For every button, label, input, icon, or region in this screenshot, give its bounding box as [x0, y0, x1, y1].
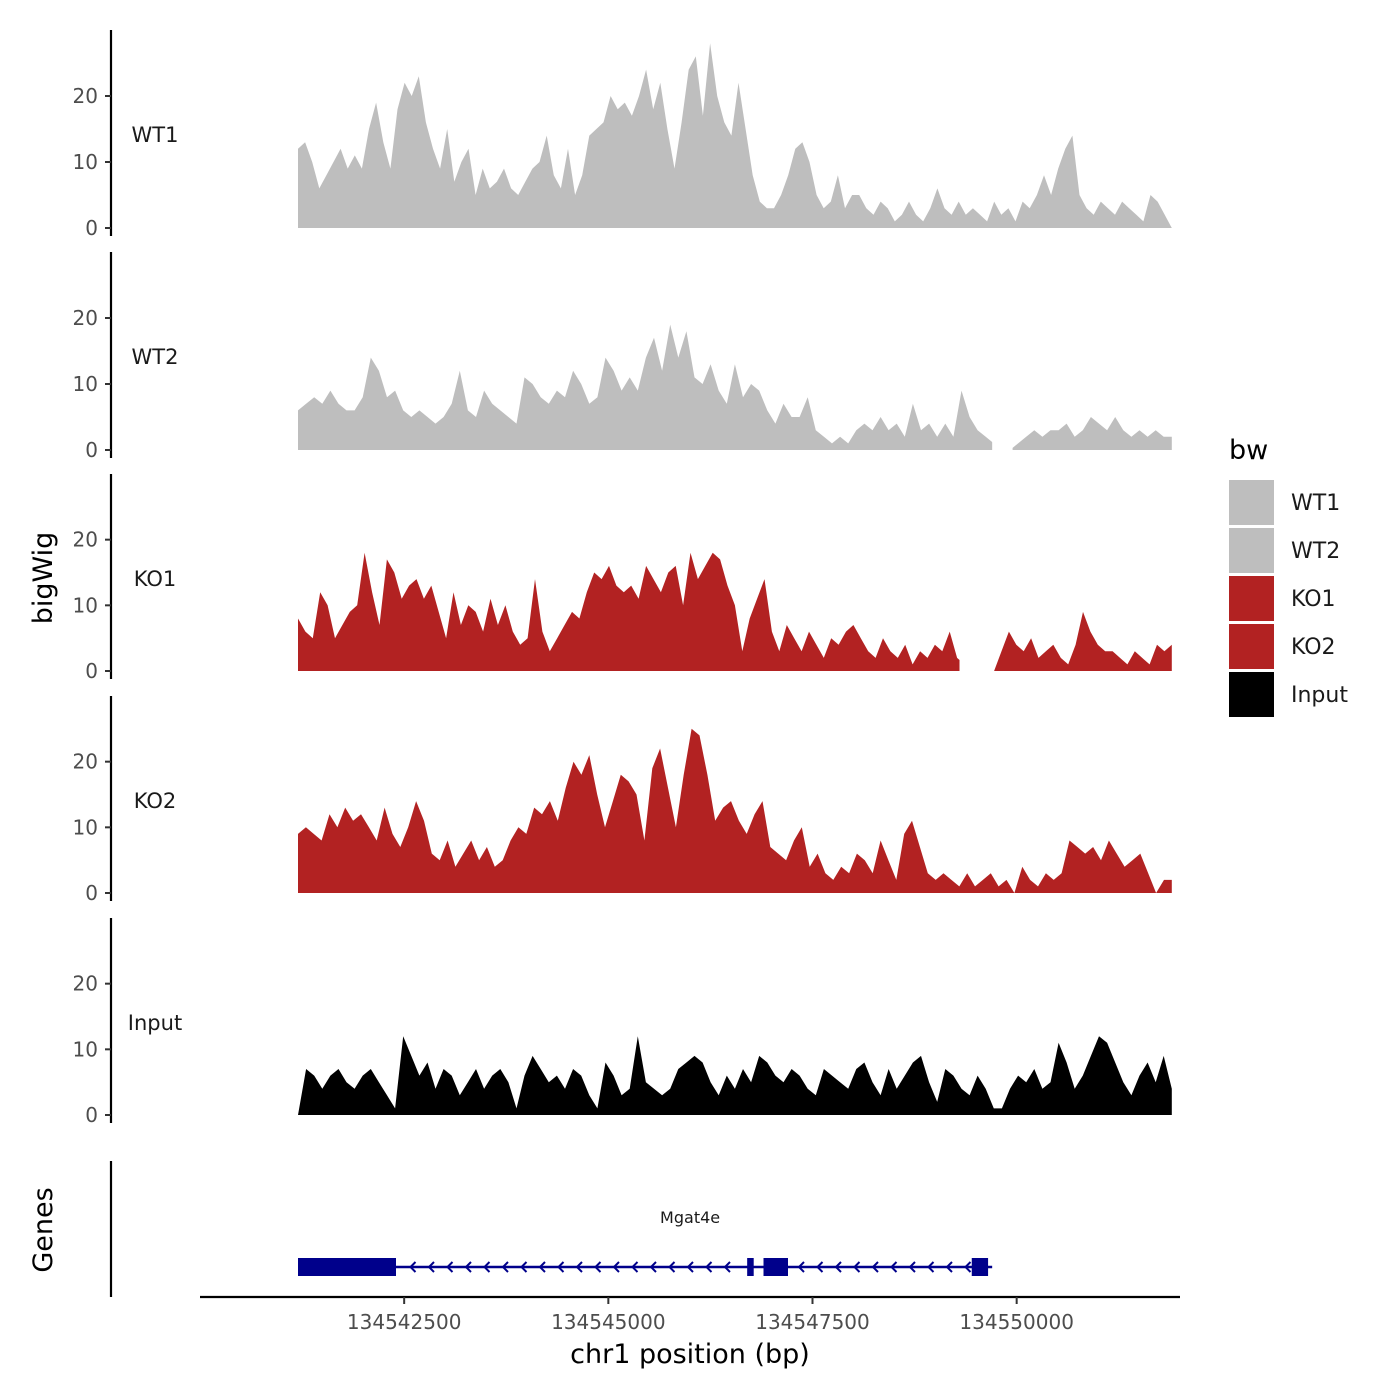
strand-arrow [520, 1261, 528, 1273]
legend-title: bw [1229, 435, 1268, 466]
track-wt1: 0 10 20 WT1 [73, 30, 1172, 240]
gene-exon [763, 1258, 788, 1276]
genes-axis-title: Genes [28, 1187, 59, 1272]
track-label-wt2: WT2 [132, 345, 179, 369]
strand-arrow [964, 1261, 972, 1273]
strand-arrow [464, 1261, 472, 1273]
legend-label: WT1 [1291, 491, 1340, 516]
legend-item-input: Input [1229, 672, 1348, 717]
y-tick-label: 0 [85, 881, 98, 905]
legend-swatch [1229, 528, 1274, 573]
strand-arrow [649, 1261, 657, 1273]
y-tick-label: 20 [73, 972, 98, 996]
strand-arrow [816, 1261, 824, 1273]
legend-item-wt1: WT1 [1229, 480, 1340, 525]
legend-label: WT2 [1291, 539, 1340, 564]
y-tick-label: 10 [73, 372, 98, 396]
y-tick-label: 20 [73, 528, 98, 552]
strand-arrow [723, 1261, 731, 1273]
track-ko2: 0 10 20 KO2 [73, 696, 1172, 905]
y-tick-label: 20 [73, 306, 98, 330]
track-wt2: 0 10 20 WT2 [73, 252, 1172, 462]
genes-track: Mgat4e [109, 1161, 993, 1297]
strand-arrow [705, 1261, 713, 1273]
strand-arrow [427, 1261, 435, 1273]
legend-swatch [1229, 624, 1274, 669]
legend-label: KO1 [1291, 587, 1336, 612]
y-tick-label: 0 [85, 1103, 98, 1127]
legend: WT1 WT2 KO1 KO2 Input [1229, 480, 1348, 717]
strand-arrow [871, 1261, 879, 1273]
gene-exon [298, 1258, 396, 1276]
x-tick-label: 134545000 [551, 1310, 666, 1334]
strand-arrow [668, 1261, 676, 1273]
gene-exon [747, 1258, 754, 1276]
strand-arrow [409, 1261, 417, 1273]
legend-item-ko2: KO2 [1229, 624, 1336, 669]
y-axis-title: bigWig [28, 532, 59, 625]
x-tick-label: 134542500 [347, 1310, 462, 1334]
y-tick-label: 10 [73, 1037, 98, 1061]
x-axis: 134542500 134545000 134547500 134550000 [200, 1295, 1180, 1334]
strand-arrow [594, 1261, 602, 1273]
strand-arrow [575, 1261, 583, 1273]
strand-arrow [483, 1261, 491, 1273]
gene-mgat4e: Mgat4e [298, 1208, 993, 1276]
track-label-ko1: KO1 [134, 567, 177, 591]
legend-label: Input [1291, 683, 1348, 708]
coverage-area-ko2 [298, 728, 1172, 893]
y-tick-label: 20 [73, 84, 98, 108]
strand-arrow [538, 1261, 546, 1273]
strand-arrow [686, 1261, 694, 1273]
coverage-area-wt2 [298, 324, 1172, 450]
legend-swatch [1229, 480, 1274, 525]
y-tick-label: 20 [73, 750, 98, 774]
x-tick-label: 134550000 [959, 1310, 1074, 1334]
gene-name-label: Mgat4e [660, 1208, 720, 1227]
strand-arrow [853, 1261, 861, 1273]
strand-arrow [501, 1261, 509, 1273]
strand-arrow [612, 1261, 620, 1273]
strand-arrow [557, 1261, 565, 1273]
y-tick-label: 0 [85, 216, 98, 240]
track-label-wt1: WT1 [132, 123, 179, 147]
coverage-area-wt1 [298, 43, 1172, 229]
track-ko1: 0 10 20 KO1 [73, 474, 1172, 683]
coverage-area-ko1 [298, 552, 1172, 671]
gene-exon [971, 1258, 989, 1276]
track-input: 0 10 20 Input [73, 918, 1172, 1127]
strand-arrow [890, 1261, 898, 1273]
legend-item-wt2: WT2 [1229, 528, 1340, 573]
legend-item-ko1: KO1 [1229, 576, 1336, 621]
track-label-ko2: KO2 [134, 789, 177, 813]
strand-arrow [446, 1261, 454, 1273]
legend-swatch [1229, 576, 1274, 621]
legend-label: KO2 [1291, 635, 1336, 660]
strand-arrow [631, 1261, 639, 1273]
coverage-gap [959, 474, 984, 672]
strand-arrow [927, 1261, 935, 1273]
x-tick-label: 134547500 [755, 1310, 870, 1334]
coverage-area-input [298, 1036, 1172, 1115]
legend-swatch [1229, 672, 1274, 717]
x-axis-title: chr1 position (bp) [570, 1339, 810, 1370]
strand-arrow [908, 1261, 916, 1273]
coverage-gap [992, 252, 1013, 451]
strand-arrow [834, 1261, 842, 1273]
strand-arrow [945, 1261, 953, 1273]
y-tick-label: 10 [73, 150, 98, 174]
strand-arrow [797, 1261, 805, 1273]
tracks-layer: 0 10 20 WT1 0 10 20 WT2 0 10 20 KO1 0 10 20 KO2 0 10 20 Inp… [73, 30, 1172, 1127]
track-label-input: Input [128, 1011, 182, 1035]
y-tick-label: 0 [85, 438, 98, 462]
y-tick-label: 10 [73, 593, 98, 617]
y-tick-label: 0 [85, 659, 98, 683]
y-tick-label: 10 [73, 815, 98, 839]
